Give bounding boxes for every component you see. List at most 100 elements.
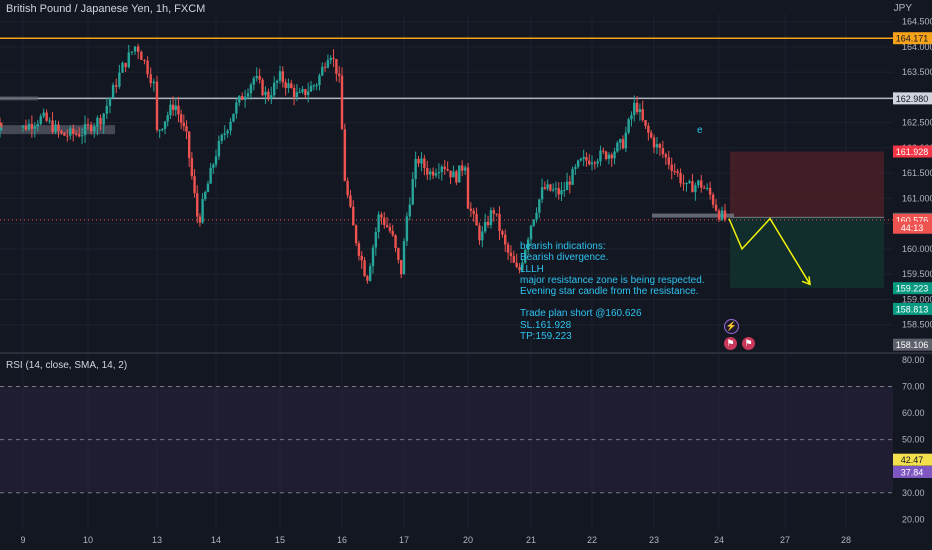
price-badge-bg [893,145,932,158]
candle-body [72,128,75,134]
candle-body [579,158,583,161]
flag-icon[interactable]: ⚑ [742,337,755,350]
candle-body [185,126,188,132]
candle-body [99,117,102,125]
candle-body [340,75,344,130]
price-tick-label: 163.500 [902,67,932,77]
candles [0,43,727,284]
rsi-tick-label: 30.00 [902,488,925,498]
candle-body [551,189,555,191]
candle-body [24,125,28,130]
note-line: SL.161.928 [520,319,572,331]
candle-body [563,190,566,192]
candle-body [604,151,608,159]
candle-body [515,262,518,268]
rsi-value-badge-bg [893,465,932,478]
candle-body [121,62,124,73]
candle-body [354,225,358,244]
candle-body [371,247,375,267]
candle-body [292,88,296,97]
candle-body [673,170,676,172]
projection-arrowhead [801,276,811,286]
flag-icon[interactable]: ⚑ [724,337,737,350]
candle-body [77,134,81,137]
candle-body [66,135,69,137]
candle-body [670,164,673,171]
stop-loss-zone [730,151,884,218]
candle-body [630,115,633,120]
time-tick-label: 13 [152,535,162,545]
candle-body [246,93,250,97]
rsi-value-badge-bg [893,453,932,466]
time-tick-label: 10 [83,535,93,545]
candle-body [298,91,301,93]
candle-body [130,51,134,53]
candle-body [196,193,199,217]
candle-body [694,185,697,193]
candle-body [478,225,481,241]
rsi-tick-label: 70.00 [902,382,925,392]
candle-body [460,165,464,171]
candle-body [633,102,636,116]
candle-body [711,194,715,205]
candle-body [697,180,700,186]
candle-body [206,183,210,193]
price-badge: 44:13 [901,223,924,233]
rsi-tick-label: 20.00 [902,514,925,524]
candle-body [30,123,34,129]
candle-body [408,204,412,217]
candle-body [593,162,597,164]
price-badge: 162.980 [896,94,929,104]
rsi-value-badge: 37.84 [901,467,924,477]
candle-body [80,135,84,137]
candle-body [585,157,588,161]
candle-body [226,130,229,134]
candle-body [705,187,709,189]
candle-body [501,231,504,235]
note-line: TP:159.223 [520,331,572,343]
candle-body [426,168,429,175]
candle-body [394,235,397,249]
price-badge-bg [893,282,932,295]
candle-body [69,128,72,136]
candle-body [529,225,533,240]
note-line: Trade plan short @160.626 [520,308,642,320]
candle-body [264,91,267,96]
note-line: LLLH [520,263,544,275]
candle-body [602,150,605,152]
candle-body [42,112,45,117]
time-tick-label: 14 [211,535,221,545]
candle-body [560,190,563,195]
candle-body [174,105,177,110]
candle-body [349,195,352,207]
candle-body [343,129,347,181]
candle-body [89,124,93,132]
candle-body [179,114,183,123]
candle-body [414,158,417,180]
candle-body [301,89,304,92]
candle-body [318,75,321,86]
candle-body [118,72,121,87]
candle-body [171,104,175,110]
trade-notes[interactable]: bearish indications: Bearish divergence.… [520,241,705,342]
candle-body [278,71,282,81]
candle-body [720,210,724,220]
price-badge-bg [893,338,932,351]
candle-body [366,276,369,281]
rsi-indicator-title[interactable]: RSI (14, close, SMA, 14, 2) [6,360,128,371]
candle-body [377,214,380,232]
candle-body [703,187,706,189]
lightning-icon[interactable]: ⚡ [724,319,739,334]
price-tick-label: 161.500 [902,168,932,178]
candle-body [261,79,264,96]
candle-body [391,231,394,236]
candle-body [287,83,290,89]
time-tick-label: 23 [649,535,659,545]
candle-body [272,82,276,96]
candle-body [284,82,287,89]
candle-body [363,260,366,277]
candle-body [169,104,172,116]
candle-body [661,148,665,155]
candle-body [679,172,682,184]
